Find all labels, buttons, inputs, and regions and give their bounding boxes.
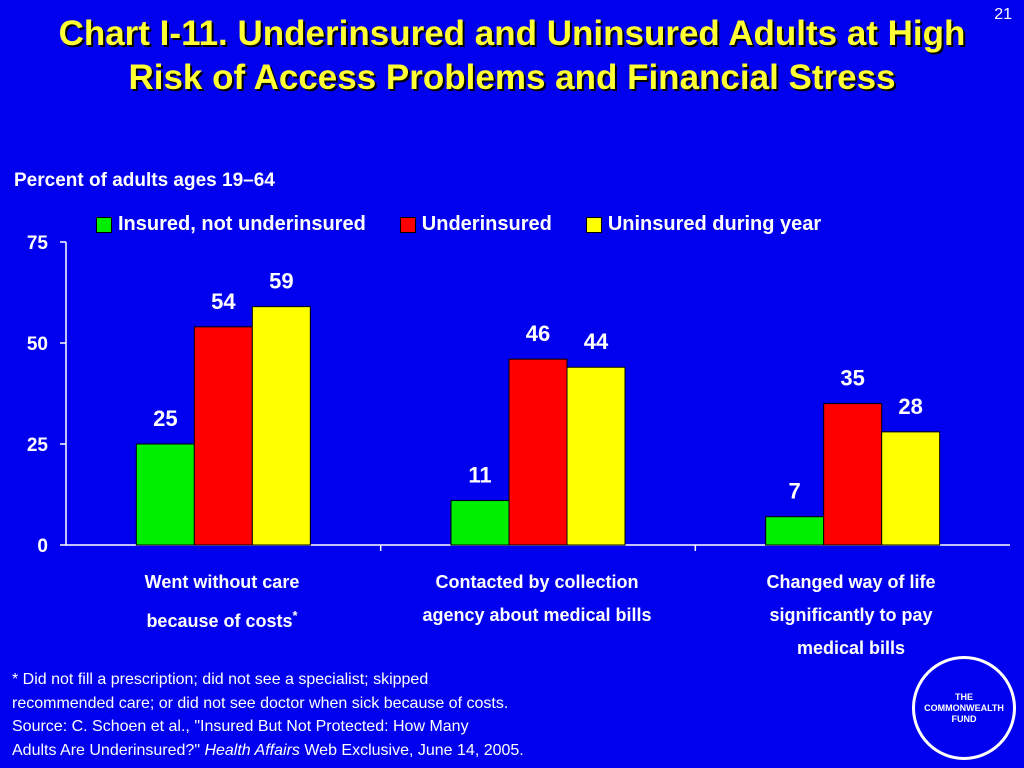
category-label-changed-way-of-life: Changed way of life significantly to pay m… (701, 566, 1001, 665)
category-label-collection-agency: Contacted by collection agency about medi… (387, 566, 687, 632)
category-label-line: Went without care (144, 572, 300, 592)
y-tick-label: 25 (27, 435, 49, 456)
category-label-line: Contacted by collection (435, 572, 639, 592)
data-label: 11 (468, 463, 491, 488)
data-label: 46 (526, 321, 550, 346)
category-label-line: medical bills (796, 638, 906, 658)
source-line: Adults Are Underinsured?" Health Affairs… (12, 739, 772, 763)
y-tick-label: 75 (27, 233, 49, 254)
bar (251, 306, 311, 546)
footnote: * Did not fill a prescription; did not s… (12, 668, 772, 762)
bar (450, 500, 510, 546)
bar (135, 443, 195, 546)
legend-label-underinsured: Underinsured (421, 213, 552, 235)
data-label: 7 (789, 479, 801, 504)
slide-number: 21 (994, 6, 1012, 23)
legend-entry-underinsured: Underinsured (399, 213, 552, 236)
data-label: 25 (153, 406, 177, 431)
data-label: 44 (584, 329, 609, 354)
footnote-marker: * (292, 608, 298, 623)
legend-label-insured: Insured, not underinsured (118, 213, 366, 235)
legend-swatch-insured (96, 216, 112, 233)
bar-chart: 0 25 50 75 25 54 59 11 46 44 7 35 28 (27, 233, 1010, 557)
chart-legend: Insured, not underinsured Underinsured U… (96, 213, 821, 236)
source-text: Web Exclusive, June 14, 2005. (299, 741, 524, 759)
category-label-line: significantly to pay (769, 605, 933, 625)
bar (566, 366, 626, 546)
footnote-line: * Did not fill a prescription; did not s… (12, 671, 429, 688)
bar (508, 358, 568, 546)
y-tick-label: 0 (37, 536, 48, 557)
bar (193, 326, 253, 546)
legend-swatch-underinsured (399, 216, 416, 233)
bar (765, 516, 825, 546)
data-label: 28 (898, 394, 922, 419)
data-label: 59 (269, 269, 293, 294)
commonwealth-fund-logo: THE COMMONWEALTH FUND (912, 656, 1016, 760)
bar (881, 431, 941, 546)
category-label-went-without-care: Went without care because of costs* (72, 566, 372, 638)
y-tick-label: 50 (27, 334, 48, 355)
data-label: 54 (211, 289, 236, 314)
journal-name: Health Affairs (204, 741, 300, 759)
page-title: Chart I-11. Underinsured and Uninsured A… (58, 14, 966, 97)
legend-entry-insured: Insured, not underinsured (96, 213, 366, 236)
logo-text: THE COMMONWEALTH FUND (924, 691, 1004, 724)
source-text: Adults Are Underinsured?" (12, 741, 205, 759)
category-label-line: agency about medical bills (422, 605, 652, 625)
legend-entry-uninsured: Uninsured during year (585, 213, 822, 236)
footnote-line: recommended care; or did not see doctor … (12, 694, 509, 712)
data-label: 35 (840, 366, 864, 391)
y-axis-label: Percent of adults ages 19–64 (14, 170, 275, 191)
category-label-line: because of costs* (146, 608, 298, 631)
legend-label-uninsured: Uninsured during year (607, 213, 822, 235)
source-line: Source: C. Schoen et al., "Insured But N… (12, 718, 469, 735)
legend-swatch-uninsured (585, 216, 602, 233)
category-label-line: Changed way of life (766, 572, 936, 592)
bar (823, 403, 883, 546)
